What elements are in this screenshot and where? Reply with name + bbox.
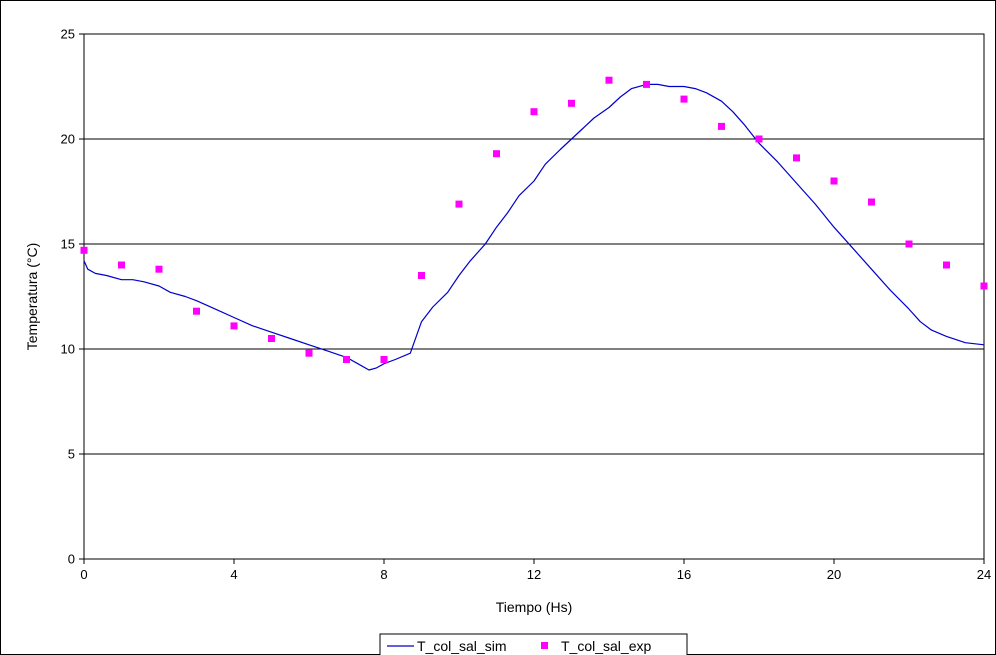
y-tick-label: 15 (61, 237, 75, 252)
legend-marker-sample (541, 642, 548, 649)
data-point-exp (493, 150, 500, 157)
y-tick-label: 20 (61, 132, 75, 147)
y-axis-title: Temperatura (°C) (24, 243, 40, 351)
data-point-exp (643, 81, 650, 88)
data-point-exp (81, 247, 88, 254)
legend-label-exp: T_col_sal_exp (561, 638, 651, 654)
y-tick-label: 25 (61, 27, 75, 42)
data-point-exp (268, 335, 275, 342)
data-point-exp (906, 241, 913, 248)
data-point-exp (606, 77, 613, 84)
x-tick-label: 12 (527, 567, 541, 582)
data-point-exp (531, 108, 538, 115)
data-point-exp (981, 283, 988, 290)
data-point-exp (418, 272, 425, 279)
legend-label-sim: T_col_sal_sim (417, 638, 506, 654)
data-point-exp (231, 322, 238, 329)
x-tick-label: 20 (827, 567, 841, 582)
x-tick-label: 16 (677, 567, 691, 582)
x-tick-label: 0 (80, 567, 87, 582)
data-point-exp (793, 154, 800, 161)
data-point-exp (868, 199, 875, 206)
data-point-exp (306, 350, 313, 357)
x-axis-title: Tiempo (Hs) (496, 599, 573, 615)
y-tick-label: 10 (61, 342, 75, 357)
data-point-exp (156, 266, 163, 273)
data-point-exp (381, 356, 388, 363)
data-point-exp (718, 123, 725, 130)
data-point-exp (681, 96, 688, 103)
data-point-exp (568, 100, 575, 107)
x-tick-label: 24 (977, 567, 991, 582)
data-point-exp (831, 178, 838, 185)
data-point-exp (193, 308, 200, 315)
x-tick-label: 8 (380, 567, 387, 582)
data-point-exp (456, 201, 463, 208)
legend: T_col_sal_sim T_col_sal_exp (380, 634, 687, 655)
data-point-exp (118, 262, 125, 269)
y-tick-label: 0 (68, 552, 75, 567)
data-point-exp (343, 356, 350, 363)
y-tick-label: 5 (68, 447, 75, 462)
data-point-exp (943, 262, 950, 269)
data-point-exp (756, 136, 763, 143)
x-tick-label: 4 (230, 567, 237, 582)
